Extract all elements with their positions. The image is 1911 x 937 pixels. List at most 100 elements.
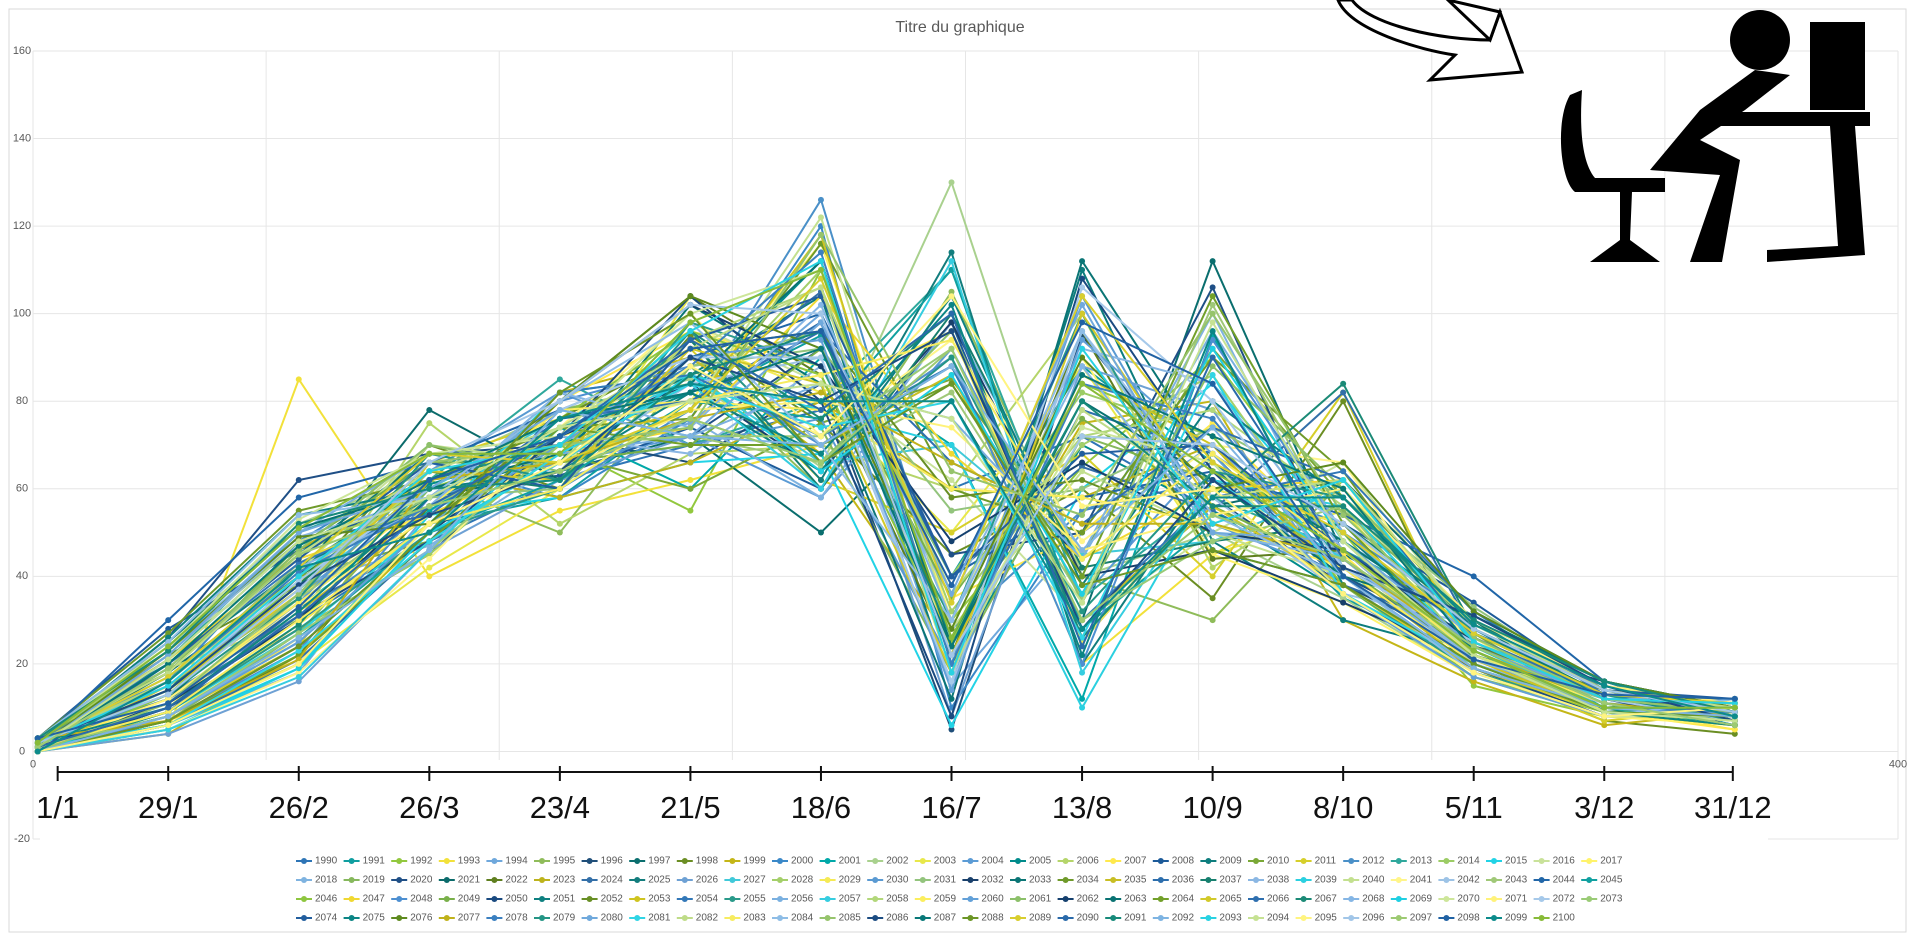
legend-marker [872,858,879,864]
legend-marker [1062,877,1069,883]
legend-label: 2009 [1219,856,1242,867]
data-point [948,608,955,615]
legend-marker [443,877,450,883]
legend-marker [777,858,783,864]
legend-label: 2003 [934,856,957,867]
legend-label: 1992 [410,856,433,867]
legend-marker [919,877,926,883]
data-point [948,669,955,676]
tired-person-icon [1336,0,1870,262]
data-point [687,406,694,413]
legend-marker [1443,896,1450,902]
data-point [34,739,41,746]
data-point [817,371,824,378]
legend-marker [1348,877,1355,883]
series-line [37,268,1735,744]
legend-marker [634,858,641,864]
data-point [426,538,433,545]
data-point [295,665,302,672]
series-line [37,338,1735,749]
legend-label: 2082 [696,913,719,924]
legend-label: 2059 [934,894,957,905]
legend-label: 2064 [1172,894,1195,905]
y-tick-label: 120 [13,220,31,232]
data-point [1340,529,1347,536]
data-point [948,726,955,733]
data-point [165,617,172,624]
legend-label: 2089 [1029,913,1052,924]
legend-label: 2044 [1553,875,1576,886]
data-point [1470,682,1477,689]
data-point [1731,726,1738,733]
legend-marker [1015,896,1021,902]
legend-marker [491,896,498,902]
legend-marker [443,858,450,864]
data-point [1209,301,1216,308]
legend-label: 1996 [601,856,624,867]
data-point [1470,608,1477,615]
legend-marker [1205,858,1212,864]
date-label: 18/6 [791,790,851,825]
legend-marker [634,915,641,921]
legend-marker [1443,915,1450,921]
data-point [165,643,172,650]
data-point [556,529,563,536]
data-point [687,389,694,396]
legend-label: 2011 [1315,856,1337,867]
data-point [817,284,824,291]
legend-marker [872,896,879,902]
legend-marker [1253,877,1259,883]
data-point [948,371,955,378]
x-tick-label: 400 [1889,758,1907,770]
legend-marker [1586,858,1593,864]
data-point [165,726,172,733]
data-point [1079,643,1086,650]
data-point [817,196,824,203]
date-label: 5/11 [1445,790,1503,825]
data-point [556,389,563,396]
data-point [948,625,955,632]
data-point [817,214,824,221]
legend-marker [491,858,498,864]
data-point [1209,433,1216,440]
data-point [556,406,563,413]
data-point [556,415,563,422]
data-point [295,617,302,624]
data-point [165,634,172,641]
legend-marker [872,877,879,883]
data-point [1209,328,1216,335]
data-point [1470,639,1477,645]
data-point [295,599,302,606]
legend-marker [919,915,926,921]
data-point [426,477,433,484]
data-point [556,477,563,484]
data-point [1079,520,1086,527]
data-point [556,442,563,448]
data-point [1209,477,1216,484]
legend-label: 2012 [1362,856,1385,867]
data-point [295,551,302,558]
data-point [1209,547,1216,554]
legend-label: 2100 [1553,913,1576,924]
data-point [817,398,824,405]
legend-marker [681,877,688,883]
y-tick-label: 160 [13,45,31,57]
data-point [1731,717,1738,724]
data-point [1470,612,1477,619]
data-point [687,336,694,343]
data-point [165,682,172,689]
series-line [37,347,1735,748]
y-tick-label: 60 [16,483,28,495]
data-point [1079,293,1086,300]
data-point [817,442,824,448]
data-point [165,730,172,737]
legend-marker [539,896,545,902]
legend-marker [1300,915,1307,921]
legend-marker [729,915,736,921]
legend-marker [1491,877,1497,883]
legend-label: 2050 [505,894,528,905]
y-tick-label: 140 [13,132,31,144]
data-point [1209,336,1216,343]
legend-label: 2026 [696,875,719,886]
legend-label: 2021 [458,875,481,886]
